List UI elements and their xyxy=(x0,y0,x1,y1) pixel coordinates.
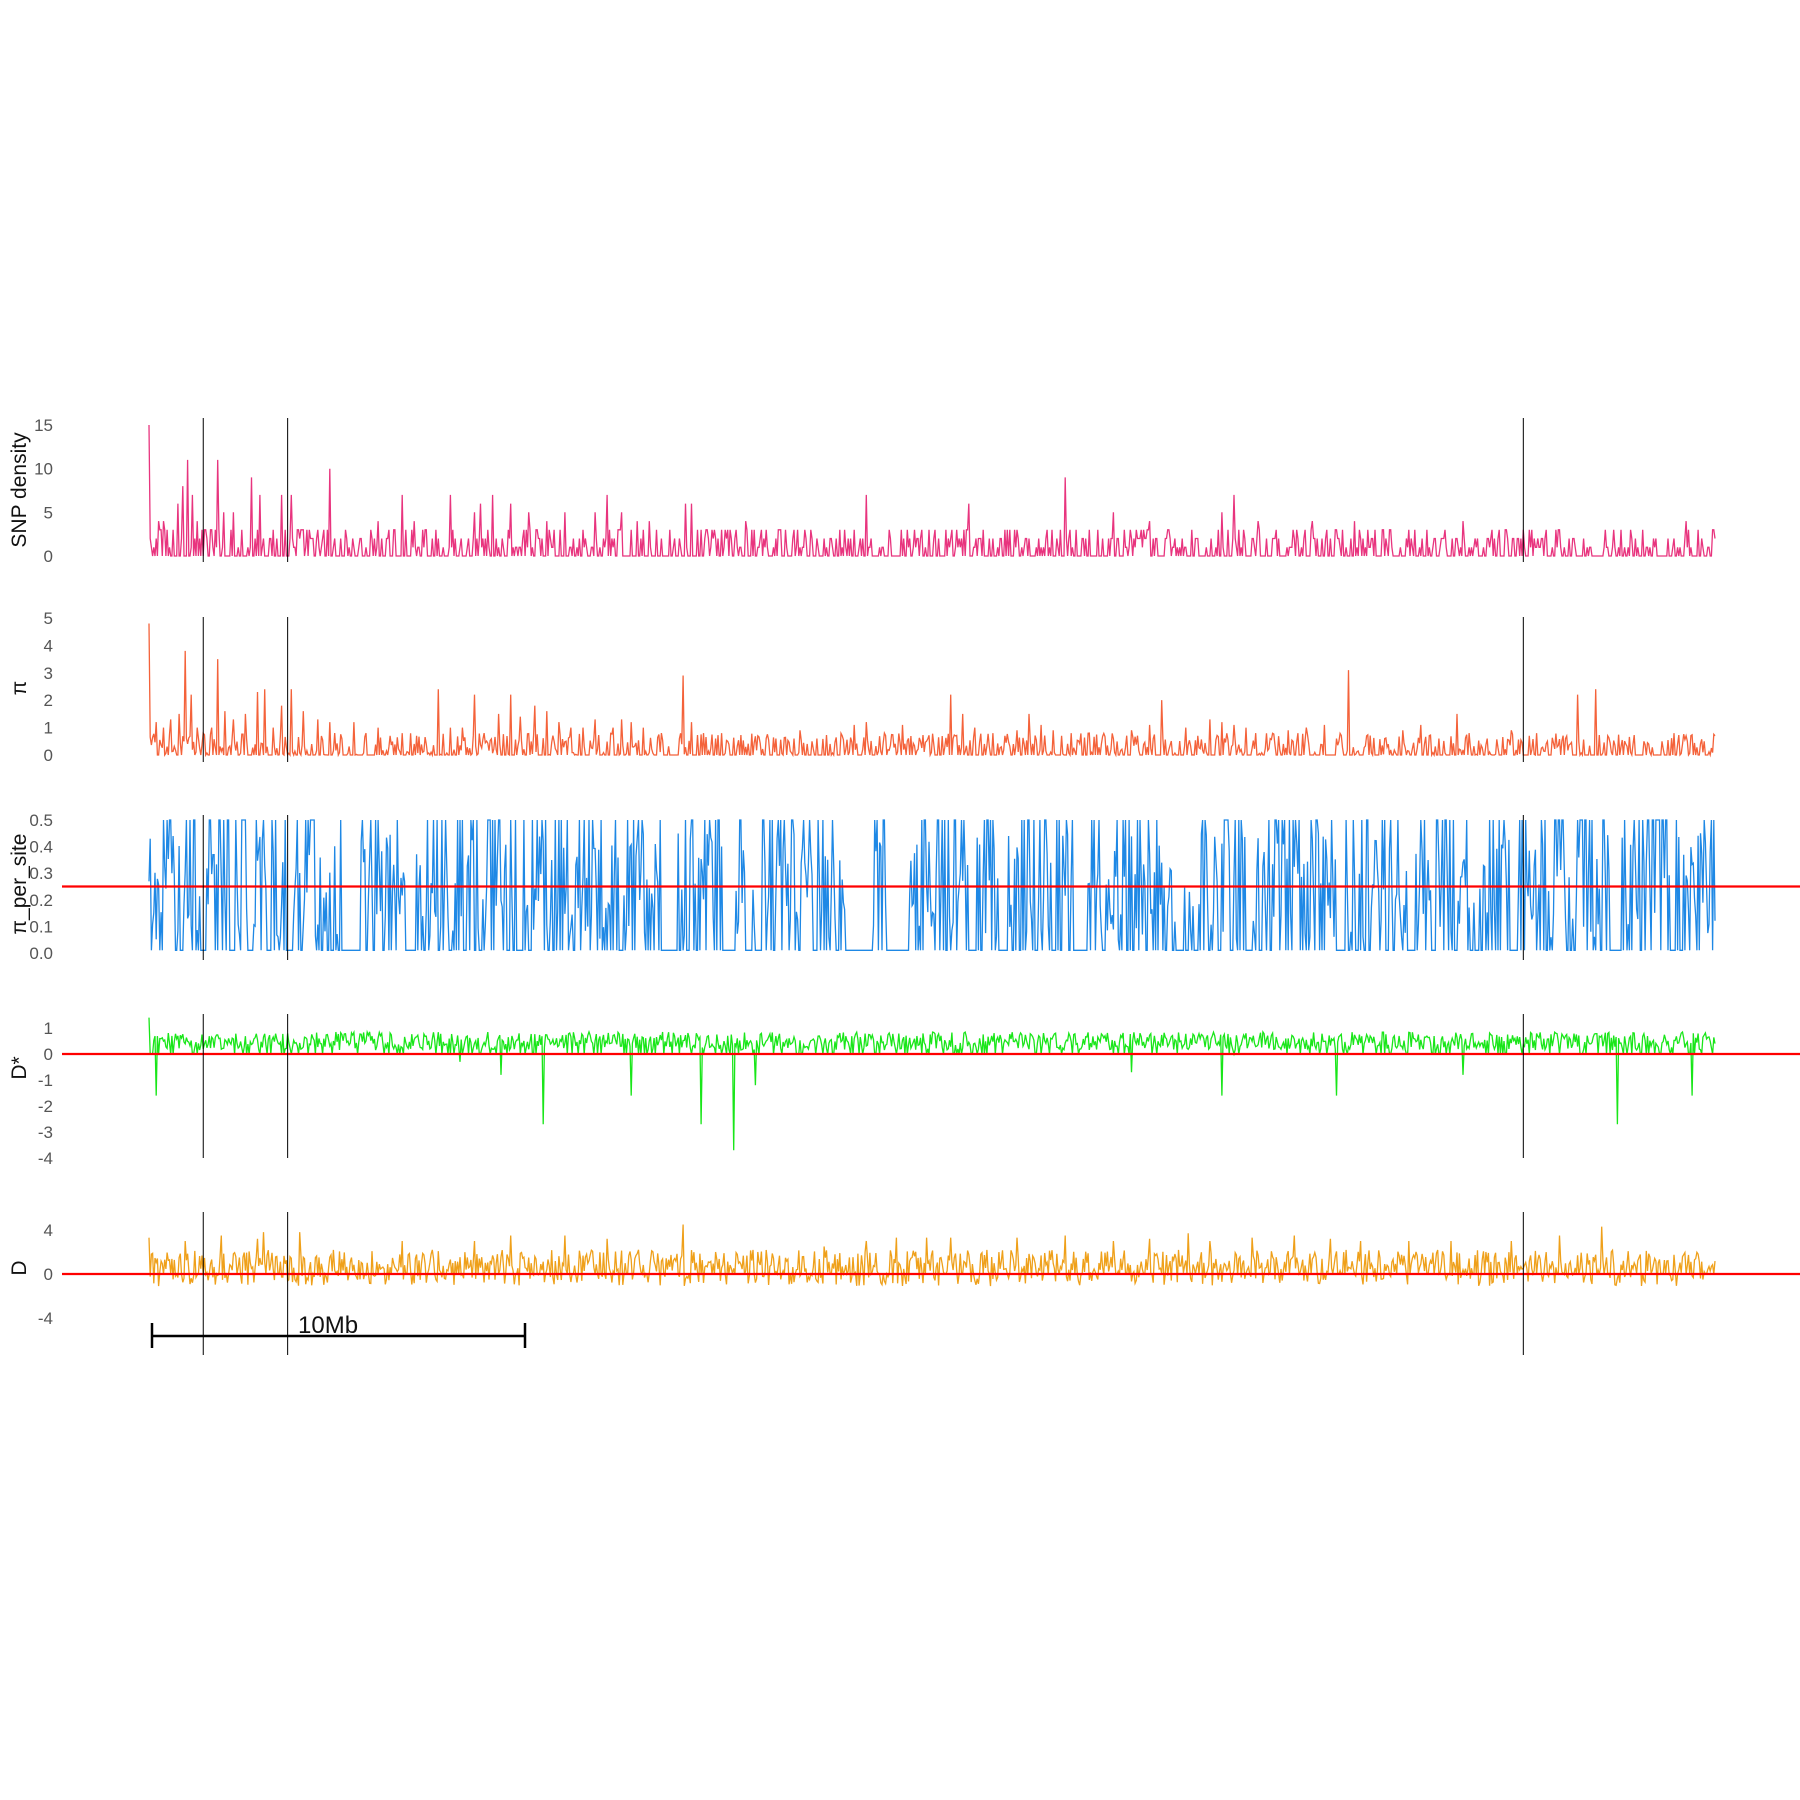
d-tick-label: 4 xyxy=(44,1221,53,1240)
snp_density-tick-label: 10 xyxy=(34,460,53,479)
pi_per_site-tick-label: 0.5 xyxy=(29,811,53,830)
d_star-tick-label: -4 xyxy=(38,1149,53,1168)
d_star-tick-label: -1 xyxy=(38,1071,53,1090)
d_star-tick-label: -2 xyxy=(38,1097,53,1116)
snp_density-tick-label: 15 xyxy=(34,416,53,435)
d_star-series-line xyxy=(148,1017,1716,1151)
d_star-panel: D* -4 -3 -2 -1 0 1 xyxy=(8,1017,1800,1168)
d_star-tick-label: 1 xyxy=(44,1019,53,1038)
d_star-ylabel: D* xyxy=(8,1056,31,1079)
pi-series-line xyxy=(148,623,1716,758)
pi_per_site-tick-label: 0.1 xyxy=(29,917,53,936)
pi-tick-label: 4 xyxy=(44,636,53,655)
d-panel: D -4 0 4 xyxy=(8,1221,1800,1328)
d-tick-label: -4 xyxy=(38,1309,53,1328)
pi-ylabel: π xyxy=(8,681,31,696)
pi-tick-label: 5 xyxy=(44,609,53,628)
marker-lines xyxy=(202,418,1524,1355)
pi-tick-label: 3 xyxy=(44,664,53,683)
pi_per_site-tick-label: 0.3 xyxy=(29,864,53,883)
pi-tick-label: 2 xyxy=(44,691,53,710)
panels: SNP density051015π012345π_per_site0.00.1… xyxy=(8,416,1800,1328)
pi_per_site-ylabel: π_per_site xyxy=(8,834,31,935)
pi_per_site-panel: π_per_site 0.0 0.1 0.2 0.3 0.4 0.5 xyxy=(8,811,1800,963)
snp_density-tick-label: 0 xyxy=(44,547,53,566)
pi-tick-label: 1 xyxy=(44,719,53,738)
pi_per_site-series-line xyxy=(148,819,1716,951)
snp_density-ylabel: SNP density xyxy=(8,432,31,548)
scale-bar: 10Mb xyxy=(150,1312,527,1348)
pi_per_site-tick-label: 0.0 xyxy=(29,944,53,963)
pi_per_site-tick-label: 0.4 xyxy=(29,838,53,857)
d-series-line xyxy=(148,1224,1716,1287)
d_star-tick-label: -3 xyxy=(38,1123,53,1142)
snp_density-tick-label: 5 xyxy=(44,503,53,522)
scale-bar-label: 10Mb xyxy=(298,1312,358,1339)
d-tick-label: 0 xyxy=(44,1265,53,1284)
pi-tick-label: 0 xyxy=(44,746,53,765)
d-ylabel: D xyxy=(8,1260,31,1275)
pi_per_site-tick-label: 0.2 xyxy=(29,891,53,910)
pi-panel: π 0 1 2 3 4 5 xyxy=(8,609,1716,765)
snp_density-series-line xyxy=(148,424,1716,557)
d_star-tick-label: 0 xyxy=(44,1045,53,1064)
snp_density-panel: SNP density 0 5 10 15 xyxy=(8,416,1716,566)
